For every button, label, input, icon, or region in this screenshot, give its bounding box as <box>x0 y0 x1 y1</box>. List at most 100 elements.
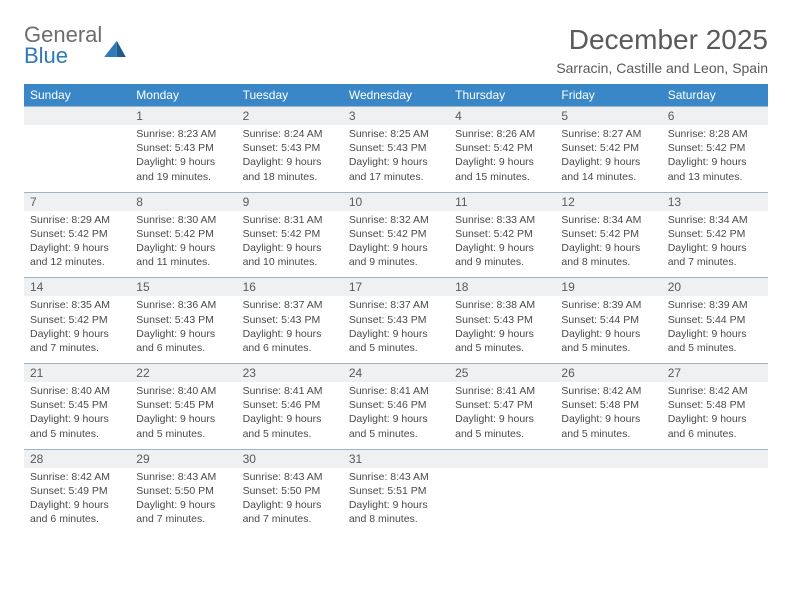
sunset-line: Sunset: 5:44 PM <box>668 313 762 327</box>
sunrise-line: Sunrise: 8:40 AM <box>136 384 230 398</box>
sunset-line: Sunset: 5:42 PM <box>668 141 762 155</box>
sunset-line: Sunset: 5:42 PM <box>30 227 124 241</box>
day-content-cell: Sunrise: 8:32 AMSunset: 5:42 PMDaylight:… <box>343 211 449 278</box>
daylight-line: Daylight: 9 hours and 6 minutes. <box>30 498 124 526</box>
weekday-header: Saturday <box>662 84 768 107</box>
day-number-row: 14151617181920 <box>24 278 768 297</box>
sunrise-line: Sunrise: 8:36 AM <box>136 298 230 312</box>
day-number-row: 78910111213 <box>24 192 768 211</box>
day-number-cell <box>449 449 555 468</box>
day-content-cell: Sunrise: 8:40 AMSunset: 5:45 PMDaylight:… <box>130 382 236 449</box>
page-header: General Blue December 2025 Sarracin, Cas… <box>24 24 768 76</box>
daylight-line: Daylight: 9 hours and 5 minutes. <box>455 327 549 355</box>
sunrise-line: Sunrise: 8:43 AM <box>136 470 230 484</box>
sunrise-line: Sunrise: 8:39 AM <box>561 298 655 312</box>
sunset-line: Sunset: 5:42 PM <box>668 227 762 241</box>
sunset-line: Sunset: 5:44 PM <box>561 313 655 327</box>
sunset-line: Sunset: 5:42 PM <box>561 227 655 241</box>
day-content-cell: Sunrise: 8:41 AMSunset: 5:46 PMDaylight:… <box>343 382 449 449</box>
sunset-line: Sunset: 5:47 PM <box>455 398 549 412</box>
sunrise-line: Sunrise: 8:33 AM <box>455 213 549 227</box>
logo-word-blue: Blue <box>24 45 102 67</box>
day-content-cell: Sunrise: 8:38 AMSunset: 5:43 PMDaylight:… <box>449 296 555 363</box>
daylight-line: Daylight: 9 hours and 5 minutes. <box>30 412 124 440</box>
sunrise-line: Sunrise: 8:24 AM <box>243 127 337 141</box>
day-content-cell: Sunrise: 8:42 AMSunset: 5:48 PMDaylight:… <box>662 382 768 449</box>
title-block: December 2025 Sarracin, Castille and Leo… <box>556 24 768 76</box>
day-content-cell: Sunrise: 8:41 AMSunset: 5:47 PMDaylight:… <box>449 382 555 449</box>
sunrise-line: Sunrise: 8:43 AM <box>243 470 337 484</box>
day-content-cell: Sunrise: 8:28 AMSunset: 5:42 PMDaylight:… <box>662 125 768 192</box>
sunset-line: Sunset: 5:43 PM <box>136 141 230 155</box>
day-number-cell: 13 <box>662 192 768 211</box>
daylight-line: Daylight: 9 hours and 7 minutes. <box>30 327 124 355</box>
sunset-line: Sunset: 5:46 PM <box>243 398 337 412</box>
sunrise-line: Sunrise: 8:31 AM <box>243 213 337 227</box>
day-content-cell: Sunrise: 8:25 AMSunset: 5:43 PMDaylight:… <box>343 125 449 192</box>
sunset-line: Sunset: 5:42 PM <box>455 141 549 155</box>
logo-triangle-icon <box>104 39 126 57</box>
day-content-cell: Sunrise: 8:43 AMSunset: 5:50 PMDaylight:… <box>237 468 343 535</box>
daylight-line: Daylight: 9 hours and 9 minutes. <box>349 241 443 269</box>
sunrise-line: Sunrise: 8:42 AM <box>561 384 655 398</box>
sunrise-line: Sunrise: 8:42 AM <box>30 470 124 484</box>
day-number-cell: 18 <box>449 278 555 297</box>
sunset-line: Sunset: 5:51 PM <box>349 484 443 498</box>
sunset-line: Sunset: 5:43 PM <box>136 313 230 327</box>
day-content-row: Sunrise: 8:35 AMSunset: 5:42 PMDaylight:… <box>24 296 768 363</box>
weekday-header: Thursday <box>449 84 555 107</box>
day-content-cell: Sunrise: 8:31 AMSunset: 5:42 PMDaylight:… <box>237 211 343 278</box>
day-number-cell: 24 <box>343 364 449 383</box>
daylight-line: Daylight: 9 hours and 6 minutes. <box>136 327 230 355</box>
location-text: Sarracin, Castille and Leon, Spain <box>556 60 768 76</box>
day-number-cell: 31 <box>343 449 449 468</box>
sunset-line: Sunset: 5:42 PM <box>349 227 443 241</box>
daylight-line: Daylight: 9 hours and 8 minutes. <box>349 498 443 526</box>
sunrise-line: Sunrise: 8:26 AM <box>455 127 549 141</box>
day-content-cell: Sunrise: 8:39 AMSunset: 5:44 PMDaylight:… <box>662 296 768 363</box>
day-number-cell: 10 <box>343 192 449 211</box>
day-content-cell: Sunrise: 8:42 AMSunset: 5:49 PMDaylight:… <box>24 468 130 535</box>
weekday-header: Sunday <box>24 84 130 107</box>
daylight-line: Daylight: 9 hours and 5 minutes. <box>561 327 655 355</box>
day-content-cell: Sunrise: 8:37 AMSunset: 5:43 PMDaylight:… <box>237 296 343 363</box>
day-content-cell: Sunrise: 8:37 AMSunset: 5:43 PMDaylight:… <box>343 296 449 363</box>
daylight-line: Daylight: 9 hours and 5 minutes. <box>455 412 549 440</box>
calendar-page: General Blue December 2025 Sarracin, Cas… <box>0 0 792 534</box>
sunrise-line: Sunrise: 8:25 AM <box>349 127 443 141</box>
day-number-cell: 29 <box>130 449 236 468</box>
sunset-line: Sunset: 5:42 PM <box>136 227 230 241</box>
day-number-row: 28293031 <box>24 449 768 468</box>
day-content-cell: Sunrise: 8:34 AMSunset: 5:42 PMDaylight:… <box>555 211 661 278</box>
sunset-line: Sunset: 5:48 PM <box>668 398 762 412</box>
weekday-header: Wednesday <box>343 84 449 107</box>
calendar-body: 123456Sunrise: 8:23 AMSunset: 5:43 PMDay… <box>24 107 768 535</box>
day-content-cell: Sunrise: 8:30 AMSunset: 5:42 PMDaylight:… <box>130 211 236 278</box>
sunset-line: Sunset: 5:48 PM <box>561 398 655 412</box>
sunrise-line: Sunrise: 8:27 AM <box>561 127 655 141</box>
day-content-cell: Sunrise: 8:24 AMSunset: 5:43 PMDaylight:… <box>237 125 343 192</box>
sunrise-line: Sunrise: 8:34 AM <box>561 213 655 227</box>
day-number-cell: 7 <box>24 192 130 211</box>
sunset-line: Sunset: 5:42 PM <box>30 313 124 327</box>
day-number-cell: 16 <box>237 278 343 297</box>
sunrise-line: Sunrise: 8:37 AM <box>349 298 443 312</box>
month-title: December 2025 <box>556 24 768 56</box>
day-number-cell: 2 <box>237 107 343 126</box>
day-content-row: Sunrise: 8:23 AMSunset: 5:43 PMDaylight:… <box>24 125 768 192</box>
day-content-cell <box>449 468 555 535</box>
day-content-cell: Sunrise: 8:41 AMSunset: 5:46 PMDaylight:… <box>237 382 343 449</box>
sunrise-line: Sunrise: 8:39 AM <box>668 298 762 312</box>
daylight-line: Daylight: 9 hours and 17 minutes. <box>349 155 443 183</box>
sunrise-line: Sunrise: 8:30 AM <box>136 213 230 227</box>
logo: General Blue <box>24 24 126 67</box>
sunset-line: Sunset: 5:43 PM <box>349 313 443 327</box>
day-content-cell <box>662 468 768 535</box>
sunset-line: Sunset: 5:43 PM <box>455 313 549 327</box>
calendar-table: SundayMondayTuesdayWednesdayThursdayFrid… <box>24 84 768 534</box>
day-content-cell: Sunrise: 8:34 AMSunset: 5:42 PMDaylight:… <box>662 211 768 278</box>
day-content-cell: Sunrise: 8:40 AMSunset: 5:45 PMDaylight:… <box>24 382 130 449</box>
daylight-line: Daylight: 9 hours and 5 minutes. <box>668 327 762 355</box>
day-number-cell: 21 <box>24 364 130 383</box>
day-number-cell <box>662 449 768 468</box>
